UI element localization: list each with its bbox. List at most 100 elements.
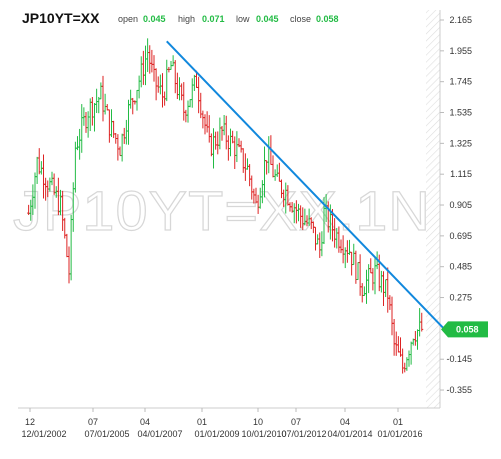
x-tick-label-bottom: 04/01/2014 bbox=[327, 429, 372, 439]
ohlc-bar bbox=[139, 56, 143, 88]
chart-watermark: JP10YT=XX.1N bbox=[13, 179, 431, 242]
ohlc-bar bbox=[86, 111, 90, 138]
ohlc-bar bbox=[122, 127, 126, 144]
ohlc-bar bbox=[403, 362, 407, 373]
trendline bbox=[166, 40, 447, 332]
ohlc-bar bbox=[212, 128, 215, 169]
future-zone bbox=[426, 10, 440, 408]
ohlc-bar bbox=[413, 330, 417, 346]
ohlc-bar bbox=[224, 115, 228, 150]
ohlc-bar bbox=[382, 271, 385, 306]
ohlc-bar bbox=[371, 268, 375, 291]
ohlc-bar bbox=[90, 97, 94, 126]
ohlc-bar bbox=[390, 296, 394, 336]
ohlc-bar bbox=[76, 136, 79, 151]
ohlc-bar bbox=[409, 341, 413, 365]
ohlc-bar bbox=[144, 45, 147, 86]
ohlc-bar bbox=[420, 312, 424, 332]
ohlc-bar bbox=[265, 160, 269, 175]
ohlc-bar bbox=[392, 319, 396, 356]
ohlc-bar bbox=[218, 117, 222, 150]
x-tick-label-bottom: 01/01/2016 bbox=[377, 429, 422, 439]
ohlc-bar bbox=[131, 97, 135, 115]
x-tick-label-top: 12 bbox=[25, 417, 35, 427]
ohlc-bar bbox=[120, 133, 124, 162]
ohlc-bar bbox=[356, 262, 360, 280]
ohlc-bar bbox=[373, 257, 377, 295]
y-axis: 2.165 1.955 1.745 1.535 1.325 1.115 0.905 0.695… bbox=[440, 15, 472, 395]
ohlc-bar bbox=[95, 88, 99, 113]
ohlc-bar bbox=[116, 134, 120, 161]
ohlc-bar bbox=[360, 283, 364, 303]
ohlc-bar bbox=[209, 133, 213, 157]
ohlc-bar bbox=[226, 135, 230, 161]
ohlc-bar bbox=[203, 114, 207, 135]
ohlc-bar bbox=[137, 75, 141, 99]
ohlc-bar bbox=[354, 250, 358, 284]
low-label: low bbox=[236, 14, 250, 24]
y-tick-label: 1.115 bbox=[450, 169, 472, 179]
ohlc-bar bbox=[275, 164, 279, 177]
y-tick-label: 0.695 bbox=[449, 231, 472, 241]
ohlc-bar bbox=[350, 251, 354, 276]
ohlc-bar bbox=[267, 136, 271, 174]
y-tick-label: -0.145 bbox=[446, 354, 472, 364]
ohlc-bar bbox=[229, 128, 232, 157]
x-axis: 12 12/01/2002 07 07/01/2005 04 04/01/2007 01 01… bbox=[21, 408, 423, 439]
last-price-badge: 0.058 bbox=[441, 321, 488, 338]
ohlc-bar bbox=[184, 109, 188, 123]
ohlc-bar bbox=[148, 45, 152, 74]
ohlc-bar bbox=[416, 329, 419, 350]
ohlc-bar bbox=[124, 119, 128, 145]
ohlc-bar bbox=[222, 114, 226, 136]
ohlc-bar bbox=[388, 295, 392, 310]
ohlc-bar bbox=[154, 68, 158, 101]
ohlc-bar bbox=[201, 110, 205, 129]
ohlc-bar bbox=[216, 131, 220, 155]
x-tick-label-top: 07 bbox=[88, 417, 98, 427]
x-tick-label-top: 01 bbox=[393, 417, 403, 427]
ohlc-bar bbox=[67, 246, 71, 284]
ohlc-bar bbox=[358, 254, 362, 296]
ohlc-bar bbox=[175, 72, 179, 100]
ohlc-bar bbox=[365, 269, 368, 304]
ohlc-bar bbox=[243, 153, 247, 181]
ohlc-bar bbox=[165, 59, 169, 102]
ohlc-bar bbox=[190, 78, 194, 108]
ohlc-bar bbox=[384, 279, 388, 298]
symbol-title: JP10YT=XX bbox=[22, 10, 100, 26]
ohlc-bar bbox=[192, 74, 196, 92]
ohlc-bar bbox=[146, 38, 150, 72]
y-tick-label: 1.535 bbox=[449, 108, 472, 118]
ohlc-bar bbox=[152, 55, 156, 82]
x-tick-label-top: 01 bbox=[197, 417, 207, 427]
ohlc-bar bbox=[345, 240, 349, 263]
high-value: 0.071 bbox=[202, 14, 225, 24]
ohlc-bar bbox=[207, 115, 211, 143]
ohlc-bar bbox=[379, 270, 383, 293]
ohlc-bar bbox=[186, 100, 190, 123]
ohlc-bar bbox=[235, 131, 239, 163]
ohlc-bar bbox=[93, 103, 96, 132]
ohlc-bar bbox=[246, 158, 249, 170]
x-tick-label-bottom: 10/01/2010 bbox=[241, 429, 286, 439]
ohlc-bar bbox=[150, 49, 154, 73]
open-value: 0.045 bbox=[143, 14, 166, 24]
close-label: close bbox=[290, 14, 311, 24]
ohlc-bar bbox=[241, 148, 245, 173]
ohlc-bar bbox=[141, 50, 145, 85]
x-tick-label-bottom: 07/01/2012 bbox=[281, 429, 326, 439]
close-value: 0.058 bbox=[316, 14, 339, 24]
low-value: 0.045 bbox=[256, 14, 279, 24]
y-tick-label: 1.745 bbox=[449, 77, 472, 87]
ohlc-bar bbox=[173, 60, 177, 94]
y-tick-label: 0.485 bbox=[449, 262, 472, 272]
ohlc-bar bbox=[396, 336, 400, 353]
ohlc-bar bbox=[78, 128, 82, 160]
x-tick-label-bottom: 04/01/2007 bbox=[137, 429, 182, 439]
y-tick-label: 1.325 bbox=[449, 138, 472, 148]
y-tick-label: -0.355 bbox=[446, 385, 472, 395]
ohlc-bar bbox=[158, 74, 162, 95]
ohlc-bar bbox=[110, 109, 113, 137]
